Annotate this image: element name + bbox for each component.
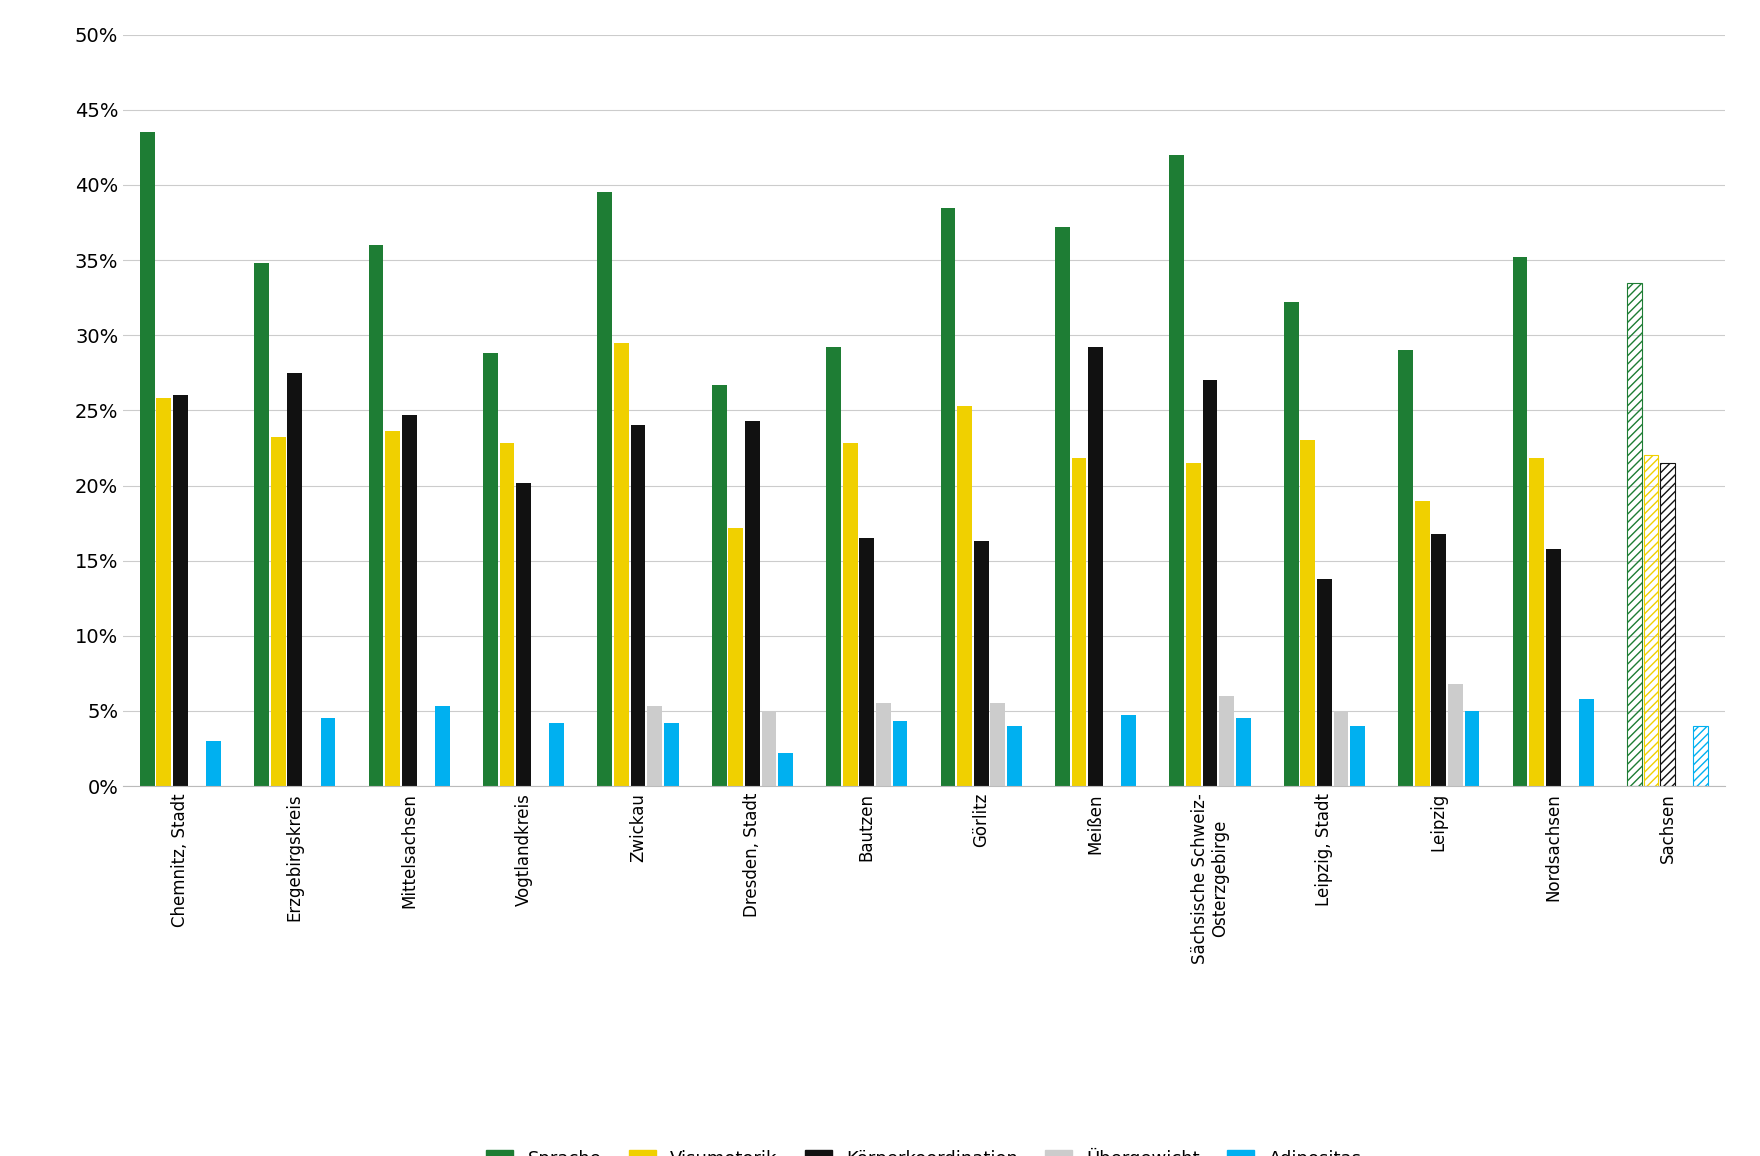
Bar bbox=[1088, 347, 1104, 786]
Bar bbox=[729, 527, 743, 786]
Bar bbox=[320, 718, 336, 786]
Bar bbox=[549, 722, 565, 786]
Bar bbox=[401, 415, 417, 786]
Bar bbox=[614, 342, 628, 786]
Bar bbox=[1350, 726, 1366, 786]
Bar bbox=[892, 721, 908, 786]
Bar bbox=[664, 722, 679, 786]
Bar bbox=[991, 703, 1005, 786]
Bar bbox=[1512, 257, 1528, 786]
Bar bbox=[1283, 302, 1299, 786]
Bar bbox=[1660, 464, 1676, 786]
Bar bbox=[172, 395, 188, 786]
Bar bbox=[1202, 380, 1218, 786]
Bar bbox=[482, 354, 498, 786]
Bar bbox=[597, 192, 612, 786]
Bar bbox=[1334, 711, 1348, 786]
Bar bbox=[1415, 501, 1429, 786]
Bar bbox=[648, 706, 662, 786]
Bar bbox=[1054, 227, 1070, 786]
Bar bbox=[1693, 726, 1709, 786]
Bar bbox=[157, 399, 171, 786]
Bar bbox=[1397, 350, 1413, 786]
Bar bbox=[1220, 696, 1234, 786]
Bar bbox=[1121, 716, 1137, 786]
Bar bbox=[1529, 459, 1544, 786]
Bar bbox=[762, 711, 776, 786]
Bar bbox=[843, 444, 857, 786]
Bar bbox=[825, 347, 841, 786]
Bar bbox=[1169, 155, 1184, 786]
Bar bbox=[957, 406, 972, 786]
Bar bbox=[1545, 549, 1561, 786]
Bar bbox=[435, 706, 451, 786]
Bar bbox=[500, 444, 514, 786]
Bar bbox=[1072, 459, 1086, 786]
Bar bbox=[1186, 464, 1200, 786]
Bar bbox=[139, 133, 155, 786]
Bar bbox=[1236, 718, 1251, 786]
Bar bbox=[253, 264, 269, 786]
Bar bbox=[859, 538, 875, 786]
Bar bbox=[516, 482, 532, 786]
Bar bbox=[1448, 684, 1463, 786]
Bar bbox=[1626, 283, 1642, 786]
Bar bbox=[1464, 711, 1480, 786]
Bar bbox=[778, 753, 794, 786]
Bar bbox=[1644, 455, 1658, 786]
Bar bbox=[630, 425, 646, 786]
Bar bbox=[1007, 726, 1023, 786]
Bar bbox=[973, 541, 989, 786]
Bar bbox=[368, 245, 384, 786]
Bar bbox=[1579, 699, 1595, 786]
Bar bbox=[876, 703, 891, 786]
Legend: Sprache, Visumotorik, Körperkoordination, Übergewicht, Adipositas: Sprache, Visumotorik, Körperkoordination… bbox=[486, 1148, 1362, 1156]
Bar bbox=[711, 385, 727, 786]
Bar bbox=[1301, 440, 1315, 786]
Bar bbox=[385, 431, 400, 786]
Bar bbox=[940, 208, 956, 786]
Bar bbox=[1316, 579, 1332, 786]
Bar bbox=[287, 372, 303, 786]
Bar bbox=[744, 421, 760, 786]
Bar bbox=[271, 437, 285, 786]
Bar bbox=[1431, 534, 1447, 786]
Bar bbox=[206, 741, 222, 786]
